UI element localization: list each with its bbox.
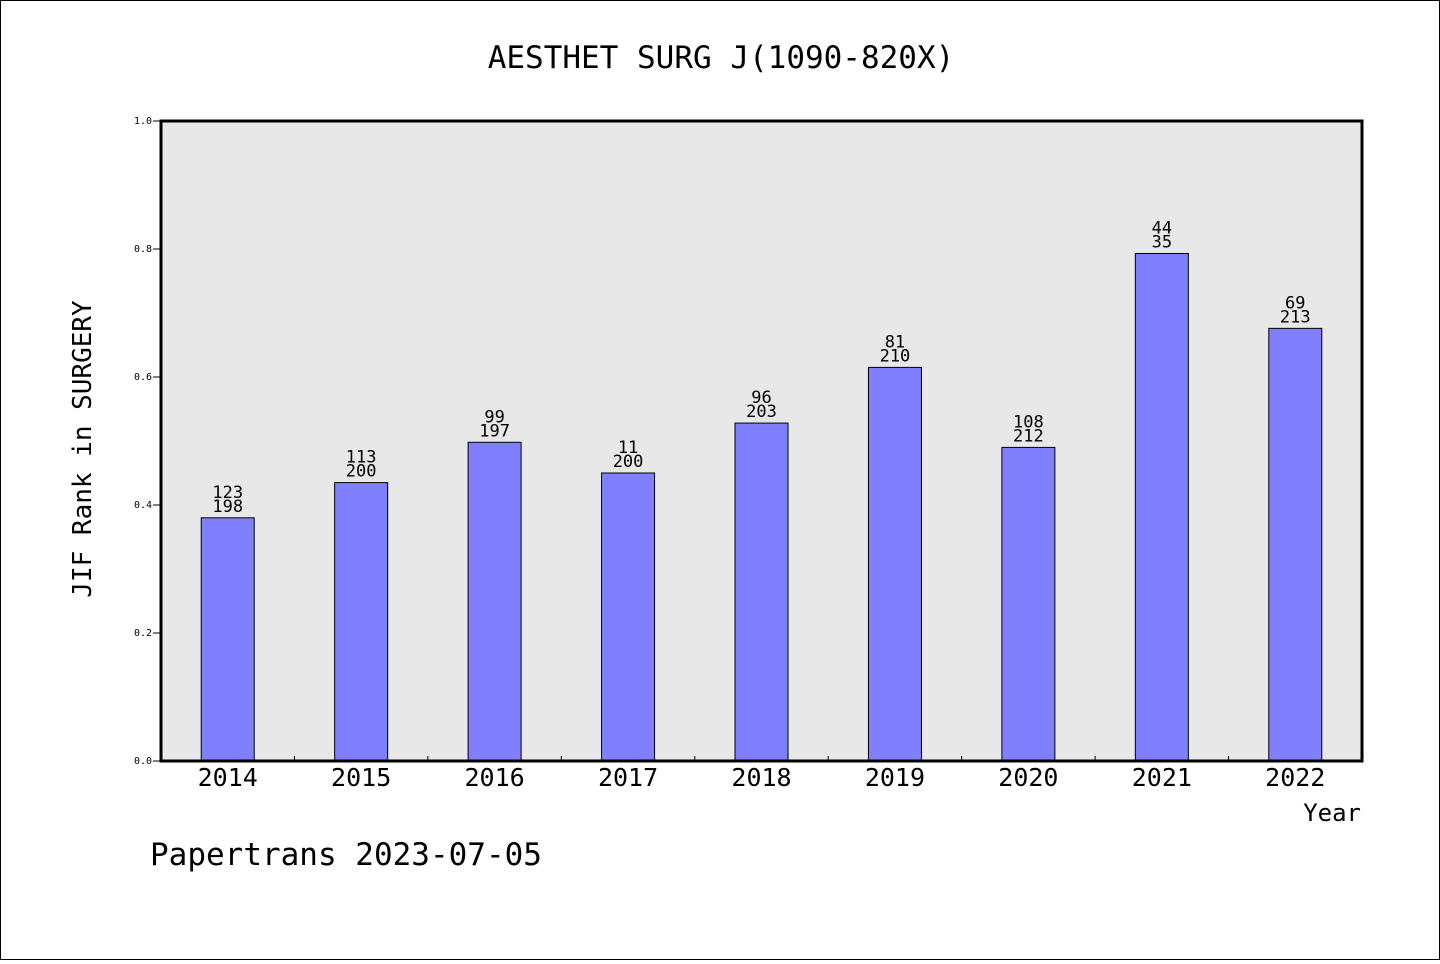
y-tick-label-1: 0.2 [134,628,152,639]
bar-label-bottom-2020: 212 [1013,426,1044,446]
x-tick-label-2021: 2021 [1132,763,1192,792]
bar-label-top-2021: 44 [1152,218,1172,238]
x-axis: 2014 2015 2016 2017 2018 2019 2020 2021 2022 [198,756,1325,792]
x-tick-label-2017: 2017 [598,763,658,792]
x-tick-label-2018: 2018 [731,763,791,792]
bar-label-top-2016: 99 [484,407,504,427]
bar-2018 [734,422,789,762]
x-axis-label: Year [1303,799,1361,827]
bars: 1231981132009919711200962038121010821244… [200,218,1323,762]
bar-label-top-2019: 81 [885,332,905,352]
chart-title: AESTHET SURG J(1090-820X) [488,40,955,76]
y-axis: 0.0 0.2 0.4 0.6 0.8 1.0 [134,116,161,767]
y-tick-label-3: 0.6 [134,372,152,383]
bar-2016 [467,441,522,762]
x-tick-label-2015: 2015 [331,763,391,792]
bar-label-bottom-2016: 197 [479,421,510,441]
bar-2014 [200,517,255,762]
x-tick-label-2020: 2020 [998,763,1058,792]
bar-label-bottom-2015: 200 [346,462,377,482]
footer-text: Papertrans 2023-07-05 [150,837,542,873]
bar-label-top-2020: 108 [1013,412,1044,432]
x-tick-label-2014: 2014 [198,763,258,792]
x-tick-label-2016: 2016 [465,763,525,792]
bar-2019 [867,366,922,762]
x-tick-label-2022: 2022 [1265,763,1325,792]
bar-label-bottom-2022: 213 [1280,307,1311,327]
y-axis-label: JIF Rank in SURGERY [68,300,98,598]
bar-2020 [1001,446,1056,762]
plot-border [159,119,1364,763]
x-tick-label-2019: 2019 [865,763,925,792]
bar-label-bottom-2014: 198 [212,497,243,517]
bar-label-bottom-2021: 35 [1152,232,1172,252]
bar-2021 [1134,252,1189,762]
bar-2015 [334,482,389,762]
bar-label-top-2015: 113 [346,448,377,468]
bar-label-bottom-2018: 203 [746,402,777,422]
bar-label-top-2014: 123 [212,483,243,503]
y-tick-label-4: 0.8 [134,244,152,255]
bar-2022 [1268,327,1323,762]
y-tick-label-5: 1.0 [134,116,152,127]
y-tick-label-0: 0.0 [134,756,152,767]
bar-2017 [601,472,656,762]
bar-label-bottom-2019: 210 [880,346,911,366]
bar-label-top-2022: 69 [1285,293,1305,313]
y-tick-label-2: 0.4 [134,500,152,511]
bar-label-top-2017: 11 [618,438,638,458]
bar-label-top-2018: 96 [751,388,771,408]
bar-label-bottom-2017: 200 [613,452,644,472]
